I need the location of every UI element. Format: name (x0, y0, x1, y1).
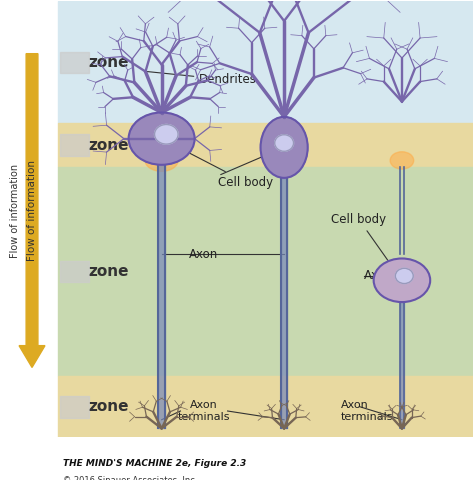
Text: Axon
terminals: Axon terminals (341, 400, 393, 422)
Text: Flow of information: Flow of information (9, 164, 19, 258)
Bar (60, 396, 89, 418)
Text: Cell body: Cell body (164, 140, 273, 189)
Bar (58, 1, 473, 123)
Ellipse shape (155, 124, 178, 144)
Text: zone: zone (89, 55, 129, 70)
Bar (60, 134, 89, 156)
Text: zone: zone (89, 138, 129, 153)
Ellipse shape (275, 135, 293, 151)
Ellipse shape (261, 117, 308, 178)
Text: Axon
terminals: Axon terminals (178, 400, 230, 422)
Bar (58, 167, 473, 376)
Text: zone: zone (89, 399, 129, 414)
Ellipse shape (145, 150, 178, 171)
Text: THE MIND'S MACHINE 2e, Figure 2.3: THE MIND'S MACHINE 2e, Figure 2.3 (63, 459, 246, 468)
Text: Cell body: Cell body (331, 213, 401, 278)
Text: Axon: Axon (190, 248, 219, 261)
Bar (60, 51, 89, 73)
Text: zone: zone (89, 264, 129, 279)
Text: Axon: Axon (364, 269, 393, 282)
Ellipse shape (390, 152, 414, 169)
Ellipse shape (270, 151, 298, 170)
Bar (60, 261, 89, 282)
Text: Dendrites: Dendrites (146, 72, 257, 86)
Ellipse shape (128, 112, 195, 165)
Ellipse shape (395, 268, 413, 284)
Bar (58, 376, 473, 437)
Ellipse shape (374, 259, 430, 302)
Text: Flow of information: Flow of information (27, 160, 37, 261)
FancyArrow shape (19, 54, 45, 367)
Bar (58, 123, 473, 167)
Text: © 2016 Sinauer Associates, Inc.: © 2016 Sinauer Associates, Inc. (63, 476, 197, 480)
